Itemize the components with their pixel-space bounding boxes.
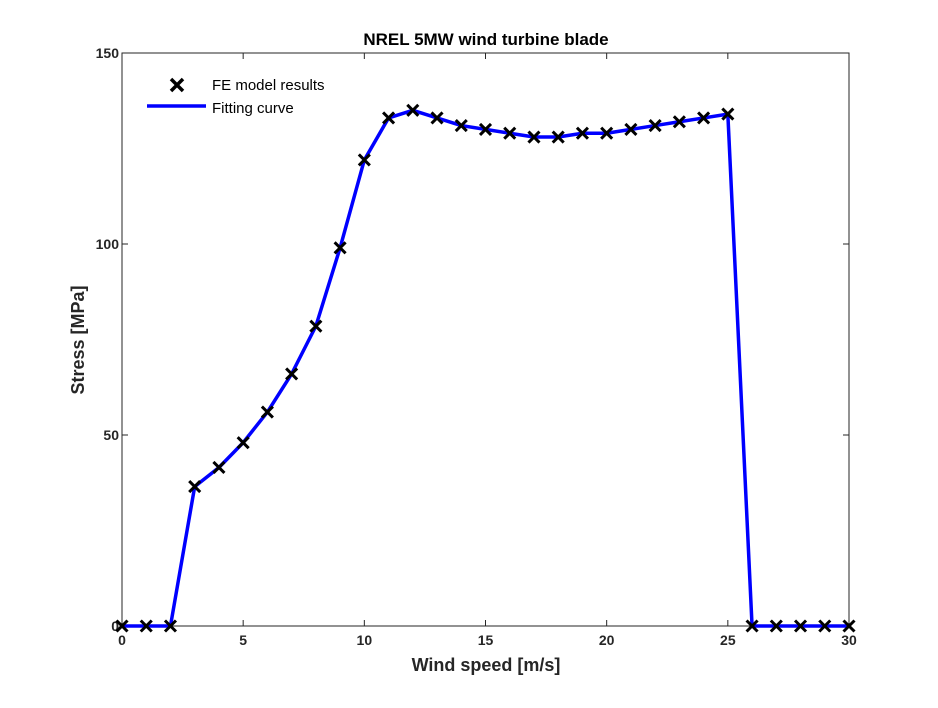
data-point-fe xyxy=(745,619,759,633)
data-point-fe xyxy=(697,111,711,125)
data-point-fe xyxy=(769,619,783,633)
legend-marker-fe xyxy=(169,77,185,93)
data-point-fe xyxy=(454,119,468,133)
data-point-fe xyxy=(236,436,250,450)
data-point-fe xyxy=(406,103,420,117)
x-tick-label: 0 xyxy=(118,632,126,648)
data-point-fe xyxy=(527,130,541,144)
series-layer xyxy=(115,103,856,633)
data-point-fe xyxy=(382,111,396,125)
y-tick-label: 50 xyxy=(103,427,119,443)
x-axis-label: Wind speed [m/s] xyxy=(412,655,561,675)
x-tick-label: 5 xyxy=(239,632,247,648)
data-point-fe xyxy=(163,619,178,633)
chart-title: NREL 5MW wind turbine blade xyxy=(363,30,608,49)
legend: FE model results Fitting curve xyxy=(147,77,325,117)
y-tick-label: 0 xyxy=(111,618,119,634)
y-tick-label: 100 xyxy=(96,236,120,252)
legend-label-fe: FE model results xyxy=(212,77,325,94)
data-point-fe xyxy=(648,119,662,133)
data-point-fe xyxy=(333,241,347,255)
ticks-layer: 0 5 10 15 20 25 30 0 50 100 150 xyxy=(96,45,857,648)
x-tick-label: 20 xyxy=(599,632,615,648)
data-point-fe xyxy=(793,619,808,633)
data-point-fe xyxy=(188,480,202,494)
y-axis-label: Stress [MPa] xyxy=(68,285,88,394)
data-point-fe xyxy=(842,619,856,633)
data-point-fe xyxy=(115,619,129,633)
x-tick-label: 25 xyxy=(720,632,736,648)
x-tick-label: 15 xyxy=(478,632,494,648)
data-point-fe xyxy=(139,619,153,633)
data-point-fe xyxy=(600,126,614,140)
data-point-fe xyxy=(672,115,686,129)
data-point-fe xyxy=(357,153,371,167)
y-tick-label: 150 xyxy=(96,45,120,61)
data-point-fe xyxy=(575,126,589,140)
data-point-fe xyxy=(551,130,565,144)
data-point-fe xyxy=(818,619,832,633)
data-point-fe xyxy=(260,405,274,419)
data-point-fe xyxy=(478,122,493,136)
x-tick-label: 10 xyxy=(357,632,373,648)
data-point-fe xyxy=(212,460,226,475)
data-point-fe xyxy=(309,319,323,333)
legend-label-fit: Fitting curve xyxy=(212,100,294,117)
data-point-fe xyxy=(285,367,299,381)
data-point-fe xyxy=(624,122,638,136)
data-point-fe xyxy=(430,111,444,125)
data-point-fe xyxy=(721,107,735,121)
data-point-fe xyxy=(503,126,517,140)
x-tick-label: 30 xyxy=(841,632,857,648)
